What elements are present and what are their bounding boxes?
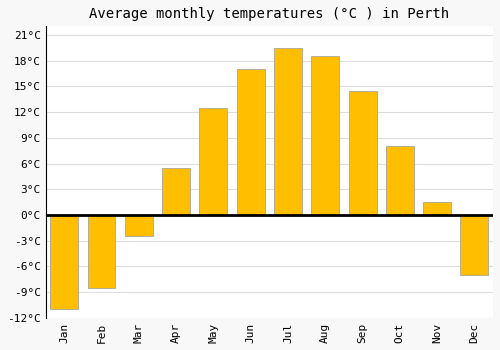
Bar xyxy=(162,168,190,215)
Title: Average monthly temperatures (°C ) in Perth: Average monthly temperatures (°C ) in Pe… xyxy=(89,7,450,21)
Bar xyxy=(348,91,376,215)
Bar xyxy=(312,56,339,215)
Bar xyxy=(88,215,116,288)
Bar xyxy=(50,215,78,309)
Bar xyxy=(200,108,228,215)
Bar xyxy=(460,215,488,275)
Bar xyxy=(423,202,451,215)
Bar xyxy=(386,146,414,215)
Bar xyxy=(236,69,264,215)
Bar xyxy=(274,48,302,215)
Bar xyxy=(125,215,153,237)
